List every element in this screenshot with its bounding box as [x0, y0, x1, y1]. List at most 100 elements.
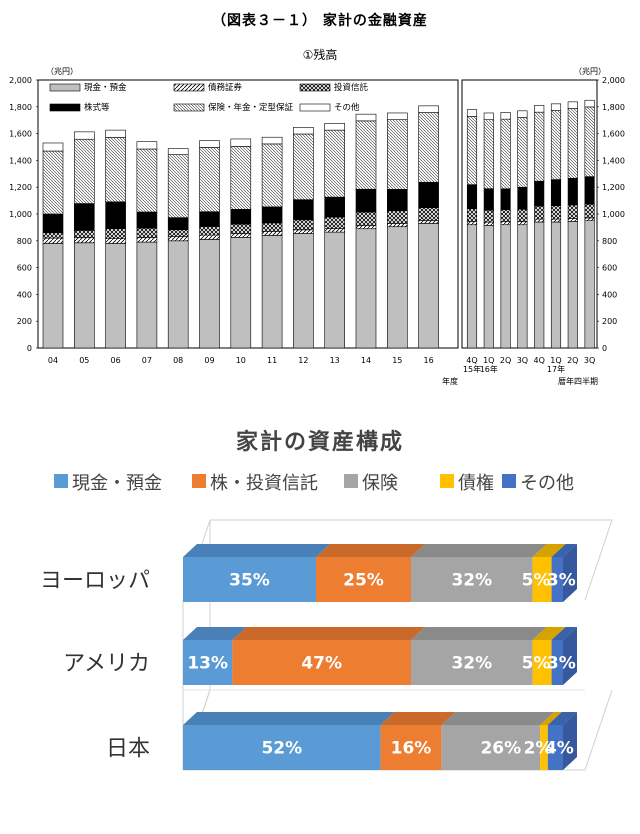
quarterly-x-label: 3Q	[584, 356, 595, 365]
quarterly-bar-segment	[584, 99, 595, 108]
quarterly-x-label: 2Q	[567, 356, 578, 365]
legend-swatch	[299, 83, 331, 92]
annual-x-label: 09	[204, 356, 214, 365]
bar-segment	[551, 557, 563, 602]
annual-bar-segment	[74, 131, 95, 140]
bar-top-face	[441, 712, 555, 725]
annual-x-label: 08	[173, 356, 183, 365]
y-tick-label-right: 1,400	[602, 156, 625, 165]
composition-title: 家計の資産構成	[236, 429, 404, 455]
annual-bar-segment	[418, 105, 439, 113]
annual-bar-segment	[230, 138, 252, 147]
data-label: 4%	[545, 739, 574, 759]
annual-bar-segment	[386, 112, 408, 120]
bar-top-face	[183, 544, 330, 557]
quarterly-year-label: 17年	[547, 364, 565, 374]
quarterly-year-label: 15年	[463, 364, 481, 374]
y-tick-label-left: 200	[17, 317, 32, 326]
bar-top-face	[540, 712, 562, 725]
annual-x-label: 04	[48, 356, 58, 365]
y-tick-label-right: 600	[602, 264, 617, 273]
bar-segment	[183, 725, 381, 770]
bar-segment	[183, 640, 233, 685]
bar-top-face	[380, 712, 456, 725]
annual-bar-segment	[42, 142, 64, 152]
bar-top-face	[411, 544, 547, 557]
quarterly-x-label: 1Q	[550, 356, 561, 365]
data-label: 2%	[524, 739, 553, 759]
quarterly-bar-segment	[567, 101, 578, 109]
bar-segment	[380, 725, 442, 770]
legend-label: 投資信託	[334, 82, 369, 93]
y-tick-label-left: 1,200	[9, 183, 32, 192]
bar-top-face	[547, 712, 577, 725]
data-label: 5%	[522, 654, 551, 674]
quarterly-year-label: 16年	[480, 364, 498, 374]
annual-x-label: 11	[267, 356, 277, 365]
composition-legend-label: その他	[520, 473, 574, 494]
data-label: 5%	[522, 571, 551, 591]
y-tick-label-right: 1,200	[602, 183, 625, 192]
annual-bar-segment	[136, 141, 158, 150]
quarterly-bar-segment	[466, 109, 478, 117]
bar-top-face	[232, 627, 425, 640]
bar-segment	[441, 725, 541, 770]
bar-segment	[551, 640, 563, 685]
legend-label: 株式等	[84, 102, 110, 113]
annual-bar-segment	[324, 123, 346, 131]
y-tick-label-left: 800	[17, 237, 32, 246]
y-tick-label-right: 2,000	[602, 76, 625, 85]
quarterly-bar-segment	[517, 110, 528, 118]
y-tick-label-left: 1,600	[9, 130, 32, 139]
quarterly-x-label: 1Q	[483, 356, 494, 365]
bar-side-face	[563, 712, 577, 770]
page-title: （図表３－１） 家計の金融資産	[212, 13, 428, 29]
data-label: 32%	[451, 654, 492, 674]
data-label: 3%	[547, 654, 576, 674]
quarterly-bar-segment	[534, 105, 545, 113]
bar-segment	[316, 557, 411, 602]
composition-legend-swatch	[440, 474, 454, 488]
data-label: 3%	[547, 571, 576, 591]
bar-top-face	[551, 544, 577, 557]
annual-x-label: 14	[361, 356, 371, 365]
quarterly-x-label: 4Q	[466, 356, 477, 365]
bar-top-face	[532, 627, 566, 640]
legend-swatch	[173, 103, 205, 112]
annual-bar-segment	[167, 148, 189, 155]
bar-side-face	[563, 627, 577, 685]
quarterly-x-label: 4Q	[534, 356, 545, 365]
y-tick-label-right: 400	[602, 290, 617, 299]
legend-swatch	[173, 83, 205, 92]
bar-side-face	[563, 544, 577, 602]
data-label: 13%	[187, 654, 228, 674]
annual-x-label: 05	[79, 356, 89, 365]
floor-line	[584, 689, 613, 771]
bar-top-face	[532, 544, 566, 557]
bar-top-face	[183, 712, 395, 725]
composition-legend-label: 債権	[458, 473, 494, 494]
annual-x-label: 07	[142, 356, 152, 365]
annual-x-axis-title: 年度	[442, 376, 458, 386]
data-label: 35%	[229, 571, 270, 591]
composition-legend-label: 現金・預金	[72, 473, 162, 494]
legend-swatch	[49, 103, 81, 112]
legend-swatch	[299, 103, 331, 112]
y-tick-label-right: 1,600	[602, 130, 625, 139]
chart-subtitle: ①残高	[302, 48, 338, 62]
y-tick-label-right: 200	[602, 317, 617, 326]
bar-segment	[183, 557, 316, 602]
bar-segment	[532, 557, 552, 602]
annual-bar-segment	[261, 136, 283, 145]
bar-segment	[232, 640, 411, 685]
legend-label: 保険・年金・定型保証	[208, 102, 294, 113]
y-tick-label-left: 1,800	[9, 103, 32, 112]
legend-label: 現金・預金	[84, 82, 127, 93]
bar-top-face	[183, 627, 247, 640]
bar-segment	[411, 557, 533, 602]
annual-x-label: 12	[298, 356, 308, 365]
unit-label-right: （兆円）	[574, 66, 606, 76]
annual-bar-segment	[105, 129, 126, 138]
data-label: 52%	[261, 739, 302, 759]
